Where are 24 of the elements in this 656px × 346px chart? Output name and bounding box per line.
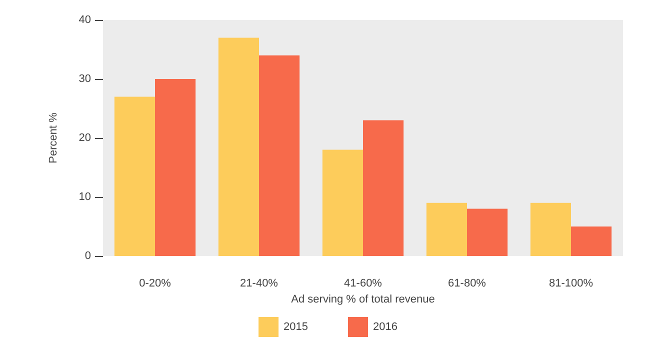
bar xyxy=(155,79,196,256)
bar xyxy=(467,208,508,256)
y-tick-label: 40 xyxy=(78,14,91,26)
bar xyxy=(571,226,612,256)
y-axis-title: Percent % xyxy=(48,112,60,164)
bar xyxy=(530,202,571,256)
y-tick-label: 10 xyxy=(78,191,91,203)
bar xyxy=(363,120,404,256)
y-tick-label: 0 xyxy=(84,250,91,262)
bar xyxy=(114,96,155,256)
x-tick-label: 0-20% xyxy=(139,278,172,290)
bar xyxy=(259,55,300,256)
bar xyxy=(322,150,363,256)
x-axis-title: Ad serving % of total revenue xyxy=(291,293,435,306)
x-tick-label: 61-80% xyxy=(448,278,486,290)
legend-label: 2015 xyxy=(284,321,308,333)
y-tick-label: 30 xyxy=(78,73,91,85)
y-tick-label: 20 xyxy=(78,132,91,144)
x-tick-label: 81-100% xyxy=(548,278,594,290)
x-tick-label: 21-40% xyxy=(240,278,278,290)
bar xyxy=(426,202,467,256)
x-tick-label: 41-60% xyxy=(344,278,382,290)
bar xyxy=(218,38,259,256)
legend-label: 2016 xyxy=(373,321,398,333)
